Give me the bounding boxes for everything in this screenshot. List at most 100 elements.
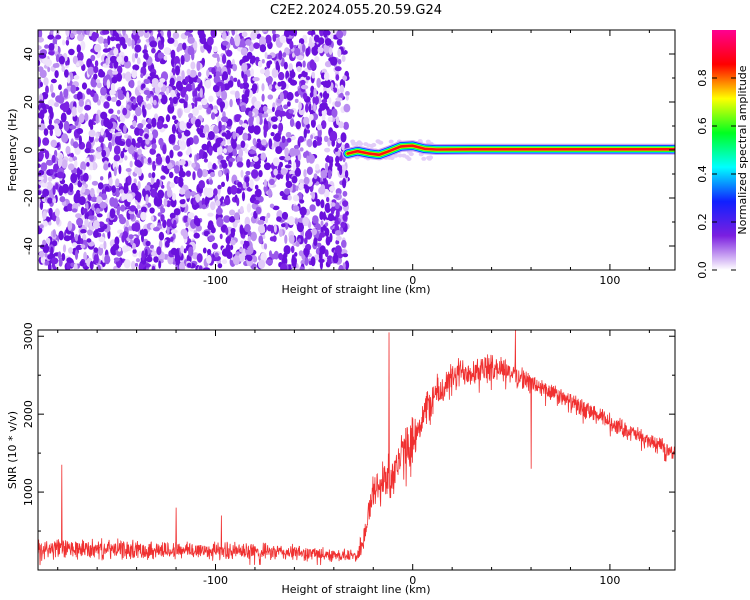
spectrogram-noise-speck bbox=[176, 75, 182, 83]
spectrogram-noise-speck bbox=[342, 190, 348, 197]
spectrogram-noise-speck bbox=[251, 169, 259, 179]
spectrogram-noise-speck bbox=[233, 77, 238, 83]
spectrogram-noise-speck bbox=[68, 182, 74, 193]
spectrogram-signal-halo bbox=[388, 139, 394, 144]
spectrogram-noise-speck bbox=[82, 208, 88, 214]
spectrogram-noise-speck bbox=[103, 240, 107, 250]
spectrogram-noise-speck bbox=[183, 215, 189, 223]
spectrogram-noise-speck bbox=[160, 207, 166, 214]
spectrogram-noise-speck bbox=[193, 217, 198, 223]
spectrogram-noise-speck bbox=[273, 168, 278, 176]
spectrogram-noise-speck bbox=[131, 260, 136, 270]
spectrogram-noise-speck bbox=[254, 100, 262, 109]
spectrogram-noise-speck bbox=[331, 216, 337, 221]
spectrogram-noise-speck bbox=[272, 124, 278, 130]
snr-y-axis-label: SNR (10 * v/v) bbox=[6, 411, 19, 489]
spectrogram-noise-speck bbox=[95, 79, 101, 84]
spectrogram-noise-speck bbox=[304, 256, 309, 267]
spectrogram-noise-speck bbox=[329, 232, 333, 243]
spectrogram-noise-speck bbox=[303, 116, 310, 125]
spectrogram-noise-speck bbox=[63, 88, 69, 98]
spectrogram-noise-speck bbox=[298, 238, 301, 243]
spectrogram-noise-speck bbox=[254, 30, 260, 35]
spectrogram-noise-speck bbox=[96, 196, 103, 205]
spectrogram-noise-speck bbox=[149, 207, 155, 214]
spectrogram-noise-speck bbox=[275, 173, 282, 180]
spectrogram-noise-speck bbox=[193, 135, 199, 145]
spectrogram-noise-speck bbox=[170, 229, 178, 234]
spectrogram-noise-speck bbox=[39, 81, 44, 88]
spectrogram-noise-speck bbox=[248, 110, 253, 118]
spectrogram-noise-speck bbox=[144, 248, 148, 258]
spectrogram-noise-speck bbox=[156, 178, 160, 187]
spectrogram-noise-speck bbox=[38, 190, 42, 196]
spectrogram-noise-speck bbox=[169, 77, 175, 87]
spectrogram-noise-speck bbox=[123, 259, 131, 269]
spectrogram-noise-speck bbox=[319, 30, 324, 37]
colorbar-tick-label: 0.0 bbox=[696, 261, 709, 279]
spectrogram-noise-speck bbox=[179, 199, 186, 205]
spectrogram-noise-speck bbox=[151, 117, 157, 128]
spectrogram-noise-speck bbox=[137, 123, 144, 129]
spectrogram-noise-speck bbox=[184, 189, 191, 199]
spectrogram-noise-speck bbox=[197, 71, 202, 77]
spectrogram-noise-speck bbox=[230, 239, 236, 246]
spectrogram-noise-speck bbox=[58, 230, 64, 241]
spectrogram-noise-speck bbox=[77, 234, 81, 243]
spectrogram-noise-speck bbox=[165, 155, 171, 164]
spectrogram-noise-speck bbox=[134, 166, 139, 174]
snr-y-tick-label: 1000 bbox=[22, 478, 35, 506]
spectrogram-noise-speck bbox=[240, 169, 244, 178]
spectrogram-noise-speck bbox=[211, 67, 216, 75]
spectrogram-signal-halo bbox=[356, 140, 362, 145]
spectrogram-noise-speck bbox=[294, 252, 298, 257]
spectrogram-noise-speck bbox=[333, 194, 339, 199]
spectrogram-noise-speck bbox=[141, 83, 146, 89]
spectrogram-noise-speck bbox=[153, 227, 160, 232]
spectrogram-noise-speck bbox=[295, 185, 299, 192]
spectrogram-noise-speck bbox=[38, 123, 46, 131]
spectrogram-noise-speck bbox=[340, 132, 347, 143]
spectrogram-noise-speck bbox=[78, 98, 85, 107]
spectrogram-noise-speck bbox=[246, 254, 253, 262]
spectrogram-noise-speck bbox=[281, 211, 289, 220]
spectrogram-noise-speck bbox=[52, 240, 58, 247]
spectrogram-noise-speck bbox=[134, 159, 142, 167]
colorbar-tick-label: 0.2 bbox=[696, 213, 709, 231]
spectrogram-noise-speck bbox=[320, 220, 324, 226]
spectrogram-noise-speck bbox=[341, 239, 347, 248]
spectrogram-noise-speck bbox=[198, 188, 203, 194]
spectrogram-noise-speck bbox=[60, 112, 67, 123]
spectrogram-noise-speck bbox=[151, 78, 159, 85]
spectrogram-noise-speck bbox=[65, 145, 71, 155]
spectrogram-noise-speck bbox=[160, 175, 166, 180]
spectrogram-noise-speck bbox=[141, 233, 144, 243]
spectrogram-noise-speck bbox=[284, 188, 291, 195]
spectrogram-noise-speck bbox=[97, 182, 104, 190]
spectrogram-noise-speck bbox=[343, 103, 351, 113]
spectrogram-noise-speck bbox=[266, 60, 271, 69]
spectrogram-noise-speck bbox=[291, 175, 298, 184]
spectrogram-noise-speck bbox=[93, 230, 99, 238]
spectrogram-noise-speck bbox=[135, 106, 142, 117]
spectrogram-noise-speck bbox=[54, 208, 60, 217]
spectrogram-noise-speck bbox=[166, 218, 171, 228]
spectrogram-signal-halo bbox=[397, 153, 403, 158]
spectrogram-noise-speck bbox=[151, 172, 156, 179]
spectrogram-noise-speck bbox=[42, 137, 50, 146]
spectrogram-noise-speck bbox=[45, 159, 54, 166]
spectrogram-noise-speck bbox=[76, 91, 83, 101]
spectrogram-noise-speck bbox=[132, 249, 137, 254]
spectrogram-noise-speck bbox=[273, 250, 279, 260]
spectrogram-noise-speck bbox=[345, 95, 349, 101]
spectrogram-noise-speck bbox=[251, 83, 258, 92]
spectrogram-noise-speck bbox=[184, 94, 189, 102]
spectrogram-noise-speck bbox=[223, 148, 227, 154]
spectrogram-noise-speck bbox=[266, 108, 274, 114]
spectrogram-noise-speck bbox=[53, 119, 61, 125]
spectrogram-noise-speck bbox=[326, 196, 330, 203]
spectrogram-noise-speck bbox=[173, 144, 181, 151]
spectrogram-noise-speck bbox=[334, 214, 339, 224]
spectrogram-noise-speck bbox=[309, 59, 315, 70]
spectrogram-noise-speck bbox=[226, 49, 233, 57]
